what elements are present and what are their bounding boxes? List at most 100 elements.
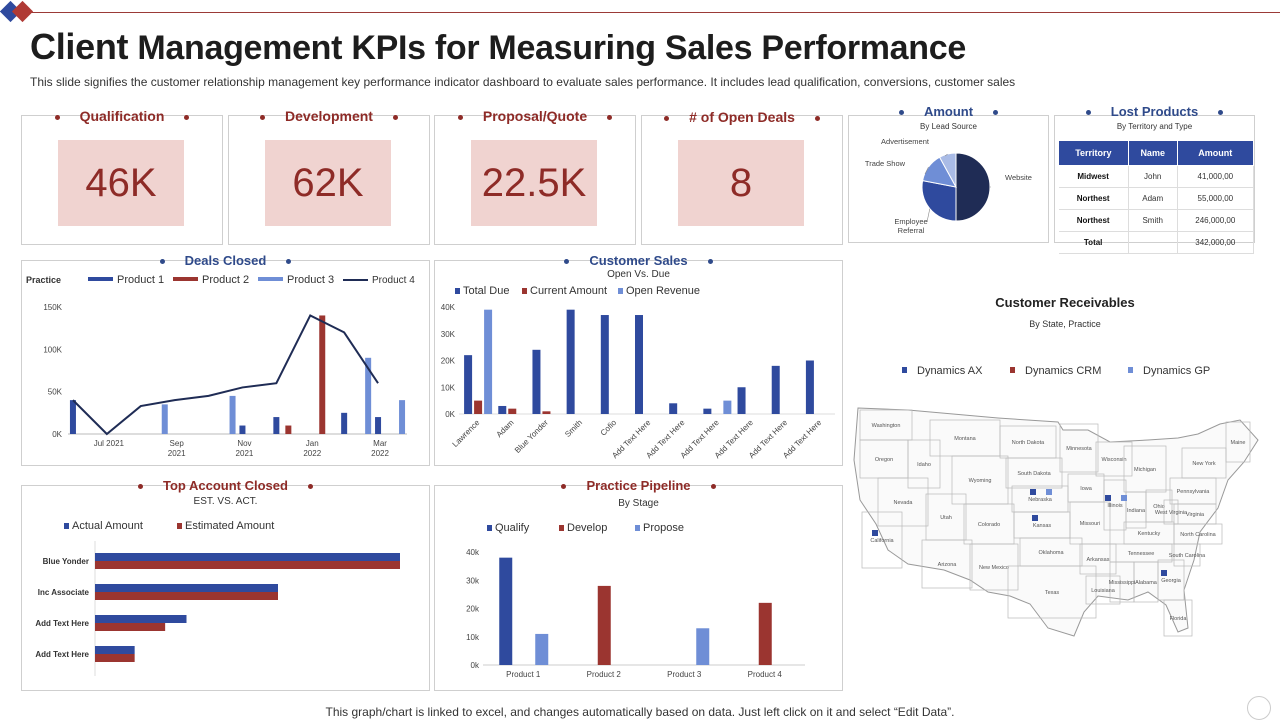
lost-products-title: Lost Products xyxy=(1055,104,1254,119)
series-line xyxy=(72,314,379,436)
title-first-word: Client xyxy=(30,26,129,67)
y-axis-label: Practice xyxy=(26,275,61,285)
amount-panel[interactable]: Amount By Lead Source Website Employee Ref… xyxy=(848,104,1049,243)
state-label: Tennessee xyxy=(1128,551,1155,557)
bar xyxy=(737,387,746,414)
state-label: North Dakota xyxy=(1012,440,1045,446)
lost-products-panel[interactable]: Lost Products By Territory and Type Terr… xyxy=(1054,104,1255,254)
state-label: Indiana xyxy=(1127,508,1146,514)
bar xyxy=(365,357,372,434)
y-tick-label: 0k xyxy=(471,661,480,670)
bar xyxy=(69,400,76,434)
pie-leader-line xyxy=(926,208,931,223)
y-tick-label: 30K xyxy=(441,330,456,339)
customer-sales-title: Customer Sales xyxy=(435,253,842,268)
legend-swatch xyxy=(455,288,460,294)
y-tick-label: 10K xyxy=(441,383,456,392)
legend-swatch xyxy=(635,525,640,531)
kpi-value: 22.5K xyxy=(471,140,597,226)
bar xyxy=(95,592,278,600)
table-cell: 342,000,00 xyxy=(1177,231,1255,254)
y-tick-label: 150K xyxy=(43,303,62,312)
map-marker xyxy=(1046,489,1052,495)
lost-products-table: Territory Name Amount Midwest John 41,00… xyxy=(1058,140,1255,254)
state-label: South Dakota xyxy=(1017,471,1051,477)
kpi-card-open-deals[interactable]: # of Open Deals 8 xyxy=(641,109,843,245)
state-label: New York xyxy=(1192,461,1215,467)
bar xyxy=(399,400,406,434)
bar xyxy=(498,405,507,414)
state-label: Ohio xyxy=(1153,504,1165,510)
bar xyxy=(95,646,135,654)
state-label: Kansas xyxy=(1033,523,1052,529)
nav-circle-button[interactable] xyxy=(1247,696,1271,720)
kpi-card-proposal-quote[interactable]: Proposal/Quote 22.5K xyxy=(434,108,636,245)
y-tick-label: 0K xyxy=(52,430,62,439)
state-shape xyxy=(877,477,929,527)
practice-pipeline-subtitle: By Stage xyxy=(618,498,659,509)
receivables-title: Customer Receivables xyxy=(995,295,1135,310)
state-label: California xyxy=(870,538,894,544)
pie-leader-line xyxy=(944,153,948,157)
pie-label: Advertisement xyxy=(881,137,930,146)
kpi-card-development[interactable]: Development 62K xyxy=(228,108,430,245)
table-row: Northest Smith 246,000,00 xyxy=(1058,209,1255,232)
table-cell: Smith xyxy=(1128,209,1178,232)
table-cell: 246,000,00 xyxy=(1177,209,1255,232)
kpi-title: Proposal/Quote xyxy=(435,108,635,124)
state-label: North Carolina xyxy=(1180,532,1216,538)
pie-label: Trade Show xyxy=(865,159,906,168)
state-shape xyxy=(1181,447,1227,479)
state-label: Washington xyxy=(872,423,901,429)
pie-slice xyxy=(955,152,991,222)
x-tick-label: Mar xyxy=(373,439,387,448)
legend-label: Actual Amount xyxy=(72,520,143,532)
bar xyxy=(375,417,382,434)
bar xyxy=(635,315,643,414)
state-label: West Virginia xyxy=(1155,510,1188,516)
bar xyxy=(805,360,814,414)
state-label: Pennsylvania xyxy=(1177,489,1211,495)
customer-sales-panel[interactable]: Customer Sales Open Vs. Due Total Due Cur… xyxy=(434,253,843,466)
x-tick-label: Product 4 xyxy=(748,670,783,679)
table-header: Territory xyxy=(1058,140,1129,166)
state-label: Iowa xyxy=(1080,486,1093,492)
table-row: Midwest John 41,000,00 xyxy=(1058,165,1255,188)
x-tick-label: Adam xyxy=(495,418,516,439)
state-label: Florida xyxy=(1170,616,1188,622)
state-label: Virginia xyxy=(1186,512,1205,518)
x-tick-label-year: 2021 xyxy=(236,449,254,458)
state-label: Georgia xyxy=(1161,578,1182,584)
bar xyxy=(474,400,483,414)
y-tick-label: Add Text Here xyxy=(35,619,89,628)
x-tick-label: Nov xyxy=(237,439,251,448)
legend-swatch xyxy=(177,523,182,529)
state-shape xyxy=(1079,543,1117,575)
bar xyxy=(161,404,168,434)
kpi-title: Development xyxy=(229,108,429,124)
kpi-value: 46K xyxy=(58,140,184,226)
x-tick-label-year: 2022 xyxy=(303,449,321,458)
us-map: Washington Oregon Idaho Montana Wyoming Nevad… xyxy=(853,407,1259,637)
legend-swatch xyxy=(64,523,69,529)
legend-label: Product 2 xyxy=(202,274,249,286)
practice-pipeline-panel[interactable]: Practice Pipeline By Stage Qualify Develo… xyxy=(434,478,843,691)
bar xyxy=(696,628,710,665)
legend-label: Current Amount xyxy=(530,285,607,297)
bar xyxy=(532,349,541,414)
legend-label: Open Revenue xyxy=(626,285,700,297)
top-account-closed-panel[interactable]: Top Account Closed EST. VS. ACT. Actual … xyxy=(21,478,430,691)
state-label: Wyoming xyxy=(969,478,992,484)
kpi-card-qualification[interactable]: Qualification 46K xyxy=(21,108,223,245)
amount-subtitle: By Lead Source xyxy=(920,122,977,131)
y-tick-label: 20K xyxy=(441,357,456,366)
pie-leader-line xyxy=(924,166,929,175)
legend-swatch xyxy=(88,277,113,281)
state-shape xyxy=(969,543,1019,591)
map-marker xyxy=(1105,495,1111,501)
state-shape xyxy=(1095,441,1133,477)
y-tick-label: 40K xyxy=(441,303,456,312)
state-label: Louisiana xyxy=(1091,588,1115,594)
